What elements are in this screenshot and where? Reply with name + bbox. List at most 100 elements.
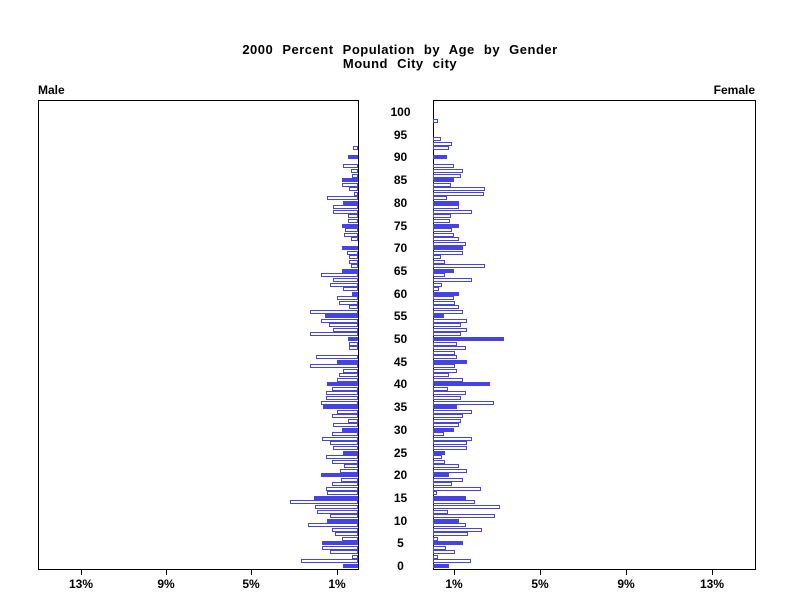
female-bar-age-33 — [433, 414, 463, 419]
male-bar-age-77 — [348, 214, 358, 219]
male-bar-age-48 — [349, 346, 358, 351]
male-bar-age-62 — [330, 282, 358, 287]
male-bar-age-79 — [333, 205, 358, 210]
female-bar-age-84 — [433, 182, 451, 187]
female-bar-age-40 — [433, 382, 490, 387]
female-bar-age-80 — [433, 200, 459, 205]
male-bar-age-24 — [326, 455, 358, 460]
male-bar-age-86 — [352, 173, 358, 178]
female-bar-age-44 — [433, 364, 455, 369]
female-bar-age-28 — [433, 436, 472, 441]
male-bar-age-10 — [327, 518, 358, 523]
chart-subtitle: Mound City city — [342, 56, 458, 71]
female-bar-age-72 — [433, 237, 459, 242]
age-tick-label-100: 100 — [390, 105, 411, 119]
female-bar-age-56 — [433, 309, 463, 314]
male-bar-age-84 — [342, 182, 358, 187]
male-bar-age-63 — [333, 277, 358, 282]
male-bar-age-18 — [332, 482, 358, 487]
male-bar-age-68 — [349, 255, 358, 260]
age-tick-label-30: 30 — [393, 422, 408, 437]
percent-tick-label-13%: 13% — [699, 577, 725, 591]
male-bar-age-26 — [333, 445, 358, 450]
male-bar-age-46 — [316, 355, 358, 360]
male-bar-age-81 — [327, 196, 358, 201]
male-bar-age-8 — [332, 527, 358, 532]
female-bar-age-18 — [433, 482, 452, 487]
female-bar-age-76 — [433, 218, 450, 223]
male-bar-age-9 — [308, 523, 358, 528]
female-bar-age-6 — [433, 536, 438, 541]
female-bar-age-34 — [433, 409, 472, 414]
female-bar-age-73 — [433, 232, 454, 237]
female-bar-age-21 — [433, 468, 467, 473]
female-bar-age-19 — [433, 477, 463, 482]
female-bar-age-38 — [433, 391, 466, 396]
male-bar-age-0 — [343, 564, 358, 568]
percent-tick — [251, 570, 252, 575]
male-bar-age-72 — [351, 237, 358, 242]
male-bar-age-3 — [330, 550, 358, 555]
female-bar-age-57 — [433, 305, 459, 310]
female-bar-age-70 — [433, 246, 463, 251]
male-bar-age-5 — [322, 541, 358, 546]
percent-tick — [454, 570, 455, 575]
female-bar-age-10 — [433, 518, 459, 523]
female-bar-age-79 — [433, 205, 459, 210]
male-bar-age-39 — [332, 386, 358, 391]
female-bar-age-13 — [433, 504, 500, 509]
female-bar-age-2 — [433, 554, 438, 559]
female-bar-age-92 — [433, 146, 449, 151]
female-bar-age-53 — [433, 323, 461, 328]
age-tick-label-15: 15 — [393, 490, 408, 505]
female-bar-age-42 — [433, 373, 449, 378]
male-bar-age-14 — [290, 500, 358, 505]
female-bar-age-26 — [433, 445, 467, 450]
female-bar-age-1 — [433, 559, 471, 564]
female-bar-age-81 — [433, 196, 447, 201]
female-bar-age-24 — [433, 455, 442, 460]
percent-tick-label-13%: 13% — [68, 577, 94, 591]
male-bar-age-2 — [352, 554, 358, 559]
male-bar-age-17 — [326, 486, 358, 491]
male-bar-age-49 — [349, 341, 358, 346]
female-bar-age-93 — [433, 141, 452, 146]
percent-tick — [337, 570, 338, 575]
female-bar-age-27 — [433, 441, 467, 446]
male-bar-age-85 — [342, 178, 358, 183]
male-bar-age-7 — [335, 532, 358, 537]
age-tick-label-80: 80 — [393, 195, 408, 210]
age-tick-label-45: 45 — [393, 354, 408, 369]
female-bar-age-83 — [433, 187, 485, 192]
male-bar-age-16 — [327, 491, 358, 496]
female-bar-age-82 — [433, 191, 484, 196]
male-bar-age-29 — [332, 432, 358, 437]
female-bar-age-16 — [433, 491, 437, 496]
male-bar-age-60 — [352, 291, 358, 296]
female-bar-age-69 — [433, 250, 463, 255]
female-bar-age-43 — [433, 368, 457, 373]
percent-tick — [166, 570, 167, 575]
age-tick-label-75: 75 — [393, 218, 408, 233]
male-bar-age-27 — [330, 441, 358, 446]
female-bar-age-90 — [433, 155, 447, 160]
male-bar-age-33 — [332, 414, 358, 419]
male-bar-age-70 — [342, 246, 358, 251]
percent-tick-label-9%: 9% — [157, 577, 175, 591]
female-bar-age-59 — [433, 296, 454, 301]
male-bar-age-80 — [343, 200, 358, 205]
female-bar-age-65 — [433, 268, 454, 273]
male-bar-age-34 — [337, 409, 358, 414]
male-bar-age-83 — [349, 187, 358, 192]
male-bar-age-19 — [341, 477, 358, 482]
female-bar-age-37 — [433, 396, 461, 401]
female-bar-age-52 — [433, 327, 467, 332]
male-bar-age-55 — [325, 314, 358, 319]
male-bar-age-15 — [314, 495, 358, 500]
male-bar-age-1 — [301, 559, 358, 564]
female-bar-age-0 — [433, 564, 449, 568]
female-bar-age-88 — [433, 164, 454, 169]
male-bar-age-31 — [333, 423, 358, 428]
male-bar-age-88 — [343, 164, 358, 169]
